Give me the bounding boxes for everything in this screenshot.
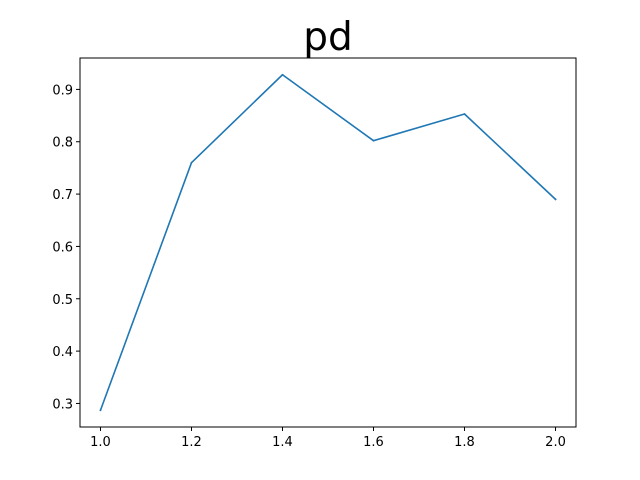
y-tick-label: 0.5 (52, 293, 73, 308)
x-tick-label: 1.6 (363, 435, 384, 450)
y-tick-label: 0.7 (52, 188, 73, 203)
plot-frame (79, 57, 577, 428)
y-axis: 0.3 0.4 0.5 0.6 0.7 0.8 0.9 (52, 83, 80, 412)
y-tick-label: 0.8 (52, 136, 73, 151)
x-tick-label: 2.0 (545, 435, 566, 450)
data-point (99, 409, 102, 412)
data-point (372, 139, 375, 142)
data-point (463, 113, 466, 115)
y-tick-label: 0.6 (52, 240, 73, 255)
x-tick-label: 1.2 (181, 435, 202, 450)
y-tick-label: 0.4 (52, 345, 73, 360)
chart-title: pd (303, 15, 353, 60)
x-tick-label: 1.8 (454, 435, 475, 450)
x-axis: 1.0 1.2 1.4 1.6 1.8 2.0 (90, 427, 566, 450)
data-point (554, 198, 557, 201)
data-point (190, 161, 193, 164)
series-layer (99, 73, 557, 412)
data-point (281, 73, 284, 76)
x-tick-label: 1.4 (272, 435, 293, 450)
y-tick-label: 0.9 (52, 83, 73, 98)
y-tick-label: 0.3 (52, 397, 73, 412)
x-tick-label: 1.0 (90, 435, 111, 450)
series-line (99, 73, 557, 412)
